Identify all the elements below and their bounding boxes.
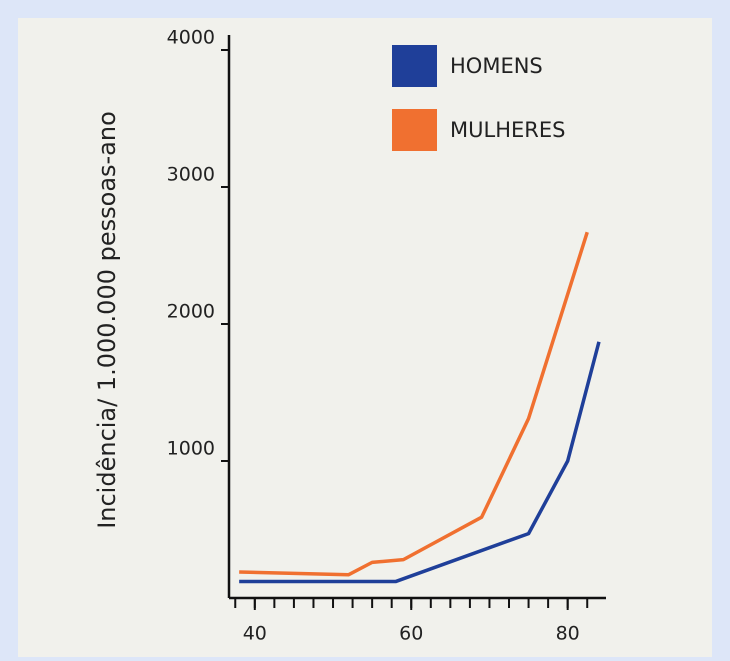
line-series bbox=[239, 231, 589, 577]
legend-swatch bbox=[392, 45, 437, 87]
y-tick-label: 3000 bbox=[167, 164, 215, 186]
x-tick-label: 80 bbox=[556, 623, 580, 645]
legend-label: MULHERES bbox=[450, 118, 565, 142]
legend-swatch bbox=[392, 109, 437, 151]
y-tick-label: 2000 bbox=[167, 301, 215, 323]
line-series bbox=[239, 341, 601, 584]
x-tick-label: 40 bbox=[243, 623, 267, 645]
x-tick-label: 60 bbox=[399, 623, 423, 645]
panel bbox=[18, 18, 712, 657]
y-tick-label: 4000 bbox=[167, 27, 215, 49]
legend-label: HOMENS bbox=[450, 54, 543, 78]
y-axis-label: Incidência/ 1.000.000 pessoas-ano bbox=[93, 111, 121, 529]
y-tick-label: 1000 bbox=[167, 438, 215, 460]
